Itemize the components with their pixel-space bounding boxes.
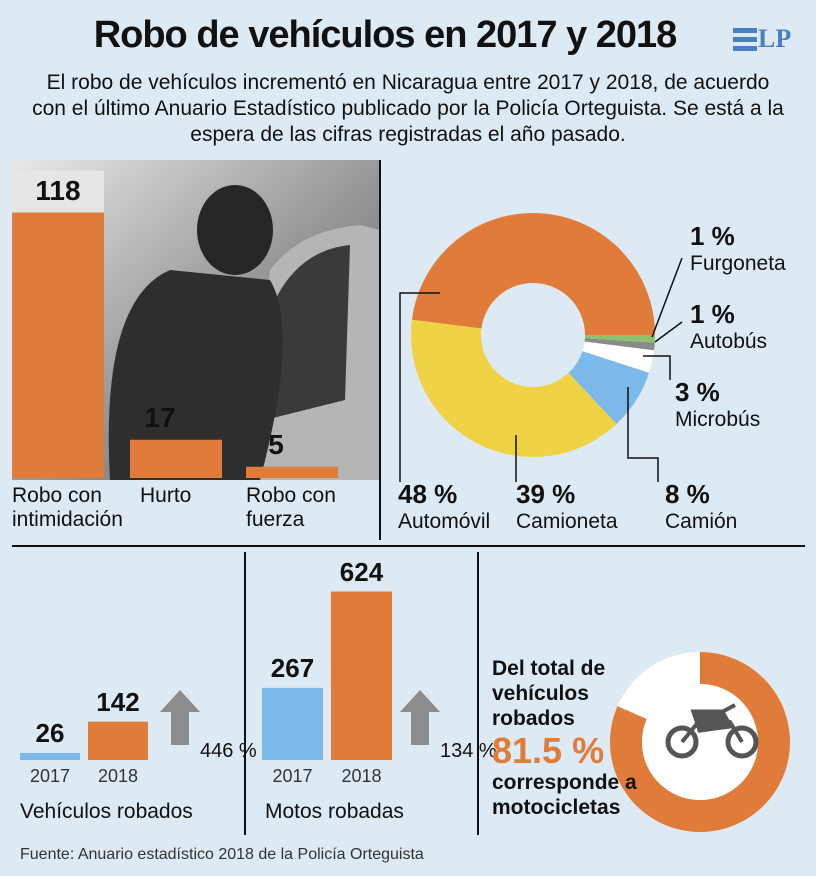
- value-label: 48 %: [398, 479, 458, 509]
- text: Del total de vehículos robados: [492, 657, 606, 730]
- value-label: 26: [35, 717, 65, 748]
- pie-slice: [584, 335, 655, 343]
- change-label: 134 %: [440, 740, 497, 762]
- pie-slice: [584, 338, 655, 351]
- category-label: Furgoneta: [690, 252, 786, 275]
- source: Fuente: Anuario estadístico 2018 de la P…: [20, 846, 424, 863]
- pie-slice: [610, 652, 790, 832]
- leader-line: [651, 257, 683, 338]
- category-label: Hurto: [140, 484, 192, 507]
- leader-line: [627, 387, 659, 482]
- chart-title: Motos robadas: [265, 800, 404, 823]
- bar: [331, 591, 392, 760]
- value-label: 81.5 %: [492, 730, 605, 771]
- value-label: 118: [35, 174, 81, 206]
- title: Robo de vehículos en 2017 y 2018: [93, 14, 678, 56]
- category-label: Microbús: [675, 408, 761, 431]
- value-label: 624: [339, 556, 384, 587]
- bar: [20, 752, 80, 760]
- value-label: 39 %: [516, 479, 576, 509]
- category-label: Autobús: [690, 330, 768, 353]
- arrows: [160, 690, 440, 745]
- pie-slice: [568, 351, 650, 424]
- category-label: Robo con fuerza: [246, 484, 336, 532]
- category-label: 2017: [29, 766, 71, 786]
- bar: [246, 466, 338, 478]
- category-label: 2018: [97, 766, 139, 786]
- value-label: 17: [144, 401, 176, 433]
- category-label: Automóvil: [398, 510, 491, 533]
- bar: [130, 439, 222, 478]
- value-label: 8 %: [665, 479, 710, 509]
- category-label: Camioneta: [516, 510, 618, 533]
- logo-flag: [733, 28, 757, 51]
- label-box: [12, 170, 104, 213]
- leader-line: [654, 321, 683, 343]
- category-label: Camión: [665, 510, 738, 533]
- bar: [88, 721, 148, 760]
- subtitle: El robo de vehículos incrementó en Nicar…: [32, 71, 784, 146]
- category-label: 2018: [341, 766, 382, 786]
- value-label: 142: [96, 686, 140, 717]
- pie-slice: [411, 213, 655, 335]
- motorcycle-icon: [665, 703, 759, 759]
- value-label: 267: [270, 652, 315, 683]
- donut-hole: [642, 684, 758, 800]
- leader-line: [643, 355, 671, 380]
- category-label: 2017: [272, 766, 313, 786]
- value-label: 3 %: [675, 377, 720, 407]
- value-label: 5: [268, 428, 284, 460]
- text: corresponde a motocicletas: [492, 771, 637, 819]
- dividers: [12, 160, 805, 835]
- leader-line: [399, 292, 440, 482]
- change-label: 446 %: [200, 740, 257, 762]
- pie-slice: [582, 341, 655, 373]
- bar: [262, 687, 323, 760]
- pie-slice: [411, 319, 617, 457]
- value-label: 1 %: [690, 299, 735, 329]
- value-label: 1 %: [690, 221, 735, 251]
- category-label: Robo con intimidación: [12, 484, 123, 532]
- chart-title: Vehículos robados: [20, 800, 193, 823]
- bar: [12, 212, 104, 478]
- logo: LP: [758, 24, 792, 53]
